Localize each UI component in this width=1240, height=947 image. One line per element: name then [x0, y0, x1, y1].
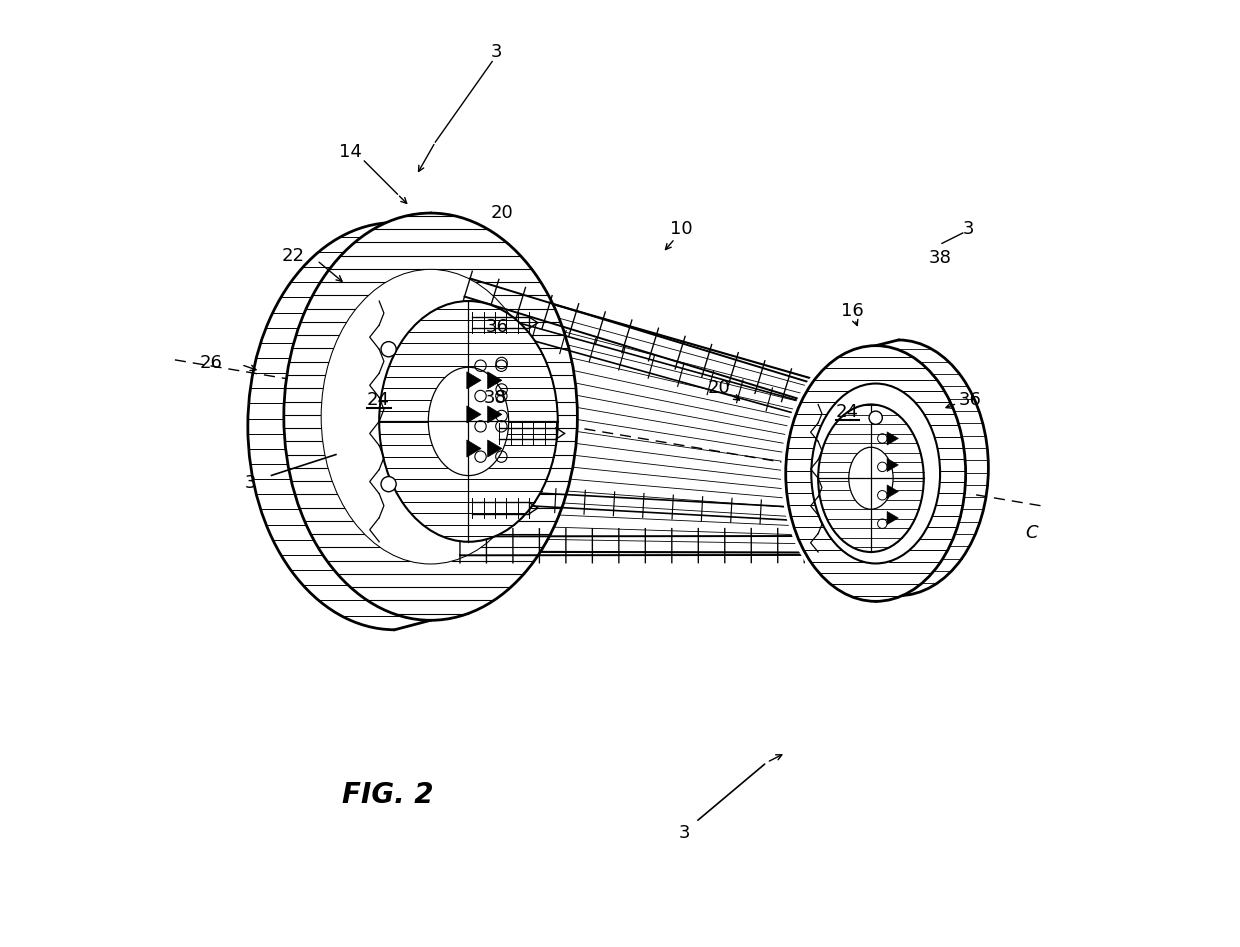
- Circle shape: [869, 411, 883, 424]
- Circle shape: [381, 342, 396, 357]
- Polygon shape: [887, 432, 899, 445]
- Text: 24: 24: [836, 402, 859, 421]
- Text: 3: 3: [962, 220, 975, 239]
- Text: 20: 20: [490, 204, 513, 223]
- Ellipse shape: [848, 447, 893, 509]
- Text: 36: 36: [959, 390, 982, 409]
- Ellipse shape: [321, 270, 539, 563]
- Text: 10: 10: [671, 220, 693, 239]
- Text: 36: 36: [485, 317, 508, 336]
- Text: 24: 24: [367, 390, 391, 409]
- Polygon shape: [887, 458, 899, 472]
- Polygon shape: [487, 406, 502, 423]
- Text: 38: 38: [484, 388, 506, 407]
- Polygon shape: [466, 372, 481, 389]
- Polygon shape: [887, 485, 899, 498]
- Polygon shape: [887, 511, 899, 525]
- Text: 26: 26: [200, 353, 222, 372]
- Polygon shape: [487, 440, 502, 457]
- Ellipse shape: [811, 384, 940, 563]
- Polygon shape: [466, 440, 481, 457]
- Polygon shape: [487, 372, 502, 389]
- Text: 20: 20: [708, 379, 730, 398]
- Ellipse shape: [379, 301, 558, 542]
- Text: 16: 16: [841, 301, 863, 320]
- Ellipse shape: [321, 270, 539, 563]
- Ellipse shape: [786, 346, 966, 601]
- Text: C: C: [1025, 524, 1038, 543]
- Text: 3: 3: [491, 43, 502, 62]
- Ellipse shape: [781, 341, 971, 606]
- Text: 22: 22: [281, 246, 305, 265]
- Polygon shape: [466, 406, 481, 423]
- Circle shape: [381, 476, 396, 491]
- Ellipse shape: [818, 404, 924, 552]
- Text: 38: 38: [929, 248, 951, 267]
- Ellipse shape: [428, 367, 508, 475]
- Text: FIG. 2: FIG. 2: [342, 781, 434, 810]
- Text: 3: 3: [246, 474, 257, 492]
- Text: 3: 3: [678, 824, 691, 843]
- Ellipse shape: [284, 213, 578, 620]
- Text: 14: 14: [339, 142, 362, 161]
